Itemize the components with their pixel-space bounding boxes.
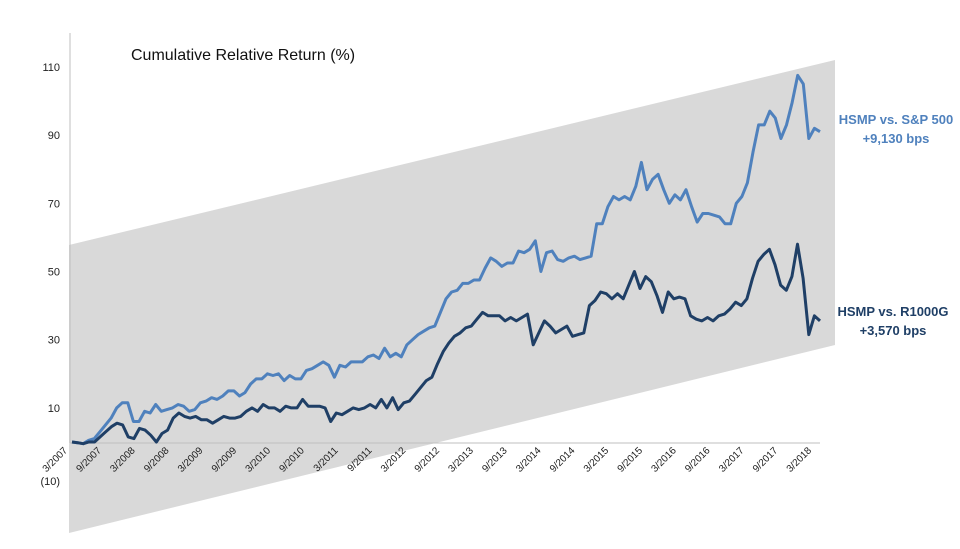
x-tick-label: 3/2015: [582, 445, 612, 475]
r1000g-label: HSMP vs. R1000G: [837, 304, 948, 319]
chart-title: Cumulative Relative Return (%): [131, 47, 355, 64]
x-tick-label: 3/2014: [514, 445, 544, 475]
x-tick-label: 3/2018: [785, 445, 815, 475]
x-tick-label: 3/2016: [649, 445, 679, 475]
x-tick-label: 9/2016: [683, 445, 713, 475]
x-tick-label: 9/2012: [413, 445, 443, 475]
series-lines: [71, 73, 822, 446]
sp500-label: HSMP vs. S&P 500: [839, 112, 953, 127]
x-tick-label: 9/2015: [616, 445, 646, 475]
y-tick-label: 90: [48, 130, 60, 142]
r1000g-bps-label: +3,570 bps: [860, 323, 927, 338]
y-tick-label: 50: [48, 267, 60, 279]
y-tick-label: (10): [40, 476, 60, 488]
r1000g-series-line: [71, 242, 822, 446]
y-tick-labels: 110 90 70 50 30 10 (10): [40, 62, 60, 488]
x-tick-label: 9/2017: [751, 445, 781, 475]
y-tick-label: 30: [48, 335, 60, 347]
x-tick-label: 3/2017: [717, 445, 747, 475]
y-tick-label: 10: [48, 403, 60, 415]
y-tick-label: 70: [48, 198, 60, 210]
y-tick-label: 110: [42, 62, 60, 74]
x-tick-label: 9/2014: [548, 445, 578, 475]
x-tick-label: 3/2007: [41, 445, 71, 475]
sp500-bps-label: +9,130 bps: [863, 131, 930, 146]
sp500-series-line: [71, 73, 821, 446]
x-tick-label: 3/2013: [447, 445, 477, 475]
x-tick-label: 9/2013: [480, 445, 510, 475]
